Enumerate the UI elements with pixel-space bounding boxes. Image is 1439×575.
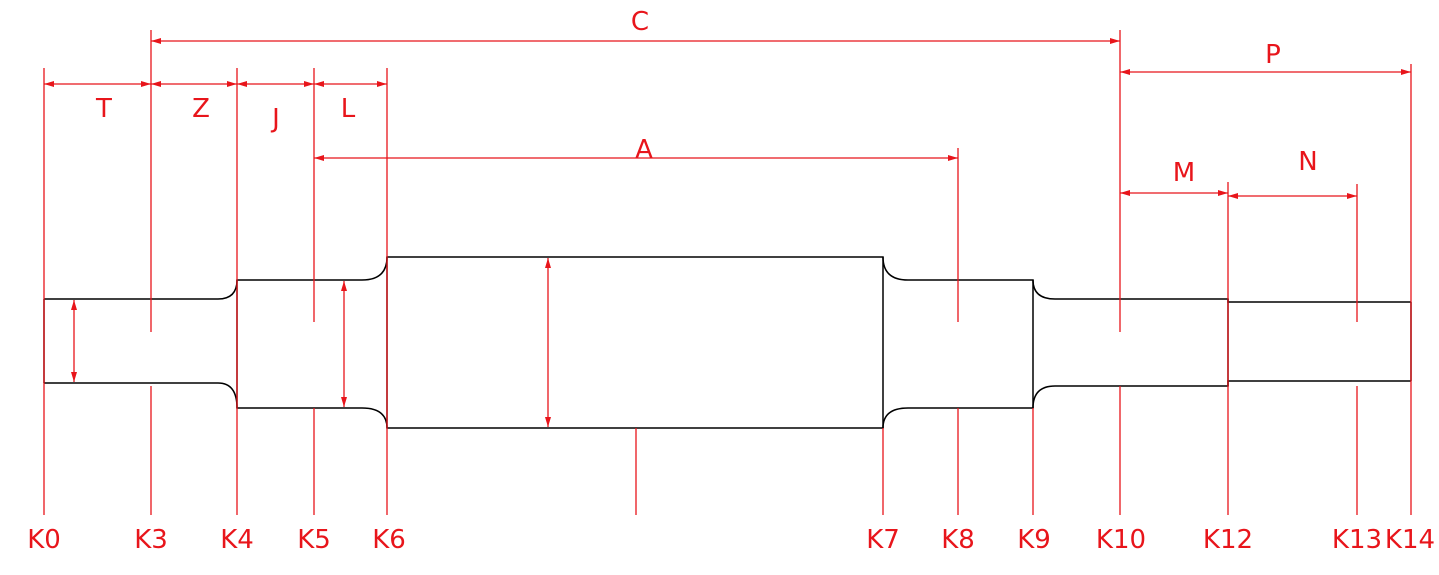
dim-label-l: L <box>341 94 356 124</box>
station-label-k3: K3 <box>134 525 168 555</box>
station-label-k9: K9 <box>1017 525 1051 555</box>
shaft-outline <box>43 256 1412 429</box>
station-label-k7: K7 <box>866 525 900 555</box>
station-label-k13: K13 <box>1332 525 1382 555</box>
dim-label-m: M <box>1173 158 1195 188</box>
dim-label-c: C <box>631 7 649 37</box>
dim-label-t: T <box>95 94 112 124</box>
station-label-k8: K8 <box>941 525 975 555</box>
dim-label-a: A <box>635 135 653 165</box>
station-label-k5: K5 <box>297 525 331 555</box>
station-label-k4: K4 <box>220 525 254 555</box>
station-label-k0: K0 <box>27 525 61 555</box>
dim-label-j: J <box>270 104 280 134</box>
dim-label-p: P <box>1265 40 1281 70</box>
station-label-k14: K14 <box>1385 525 1435 555</box>
station-label-k10: K10 <box>1096 525 1146 555</box>
dim-label-n: N <box>1298 147 1317 177</box>
station-lines <box>43 30 1412 515</box>
station-label-k6: K6 <box>372 525 406 555</box>
dim-label-z: Z <box>192 94 210 124</box>
station-label-k12: K12 <box>1203 525 1253 555</box>
